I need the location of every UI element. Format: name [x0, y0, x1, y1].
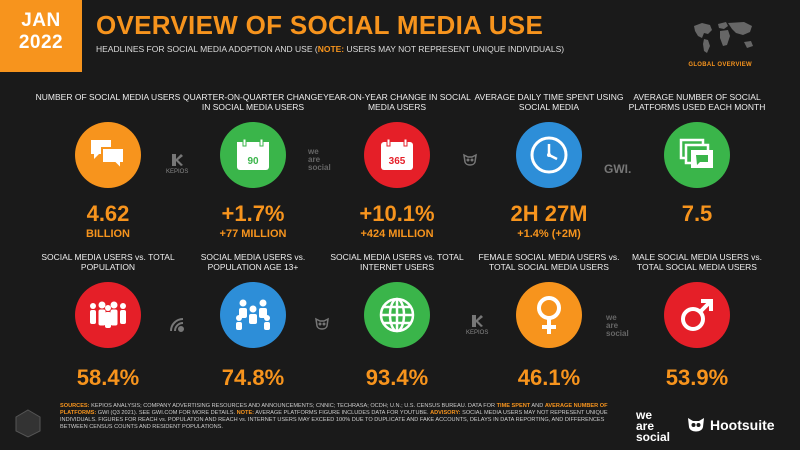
- stat-vs-total-population: SOCIAL MEDIA USERS vs. TOTAL POPULATION …: [33, 252, 183, 390]
- clock-icon: [516, 122, 582, 188]
- hootsuite-logo: Hootsuite: [686, 415, 775, 435]
- page-title: OVERVIEW OF SOCIAL MEDIA USE: [96, 10, 544, 40]
- month-label: JAN: [21, 10, 61, 31]
- kepios-logo: KEPIOS: [466, 314, 488, 336]
- world-map-icon: [694, 22, 753, 53]
- hootsuite-owl-icon: [688, 418, 704, 432]
- svg-text:365: 365: [389, 156, 406, 167]
- stat-label: YEAR-ON-YEAR CHANGE IN SOCIAL MEDIA USER…: [323, 92, 471, 112]
- stat-social-media-users: NUMBER OF SOCIAL MEDIA USERS 4.62 BILLIO…: [33, 92, 183, 240]
- stat-sub: BILLION: [86, 228, 130, 240]
- globe-icon: [364, 282, 430, 348]
- stat-value: 2H 27M: [510, 201, 588, 226]
- kepios-logo: KEPIOS: [166, 153, 188, 175]
- date-badge: JAN 2022: [0, 0, 82, 72]
- female-icon: [516, 282, 582, 348]
- signal-icon: [170, 318, 184, 332]
- calendar-icon: 90: [220, 122, 286, 188]
- stat-label: FEMALE SOCIAL MEDIA USERS vs. TOTAL SOCI…: [478, 252, 620, 272]
- stat-sub: +77 MILLION: [219, 228, 287, 240]
- stat-label: SOCIAL MEDIA USERS vs. TOTAL INTERNET US…: [330, 252, 464, 272]
- stat-qoq-change: QUARTER-ON-QUARTER CHANGE IN SOCIAL MEDI…: [178, 92, 328, 240]
- stat-sub: +424 MILLION: [360, 228, 434, 240]
- chat-bubbles-icon: [75, 122, 141, 188]
- stat-value: 46.1%: [517, 365, 581, 390]
- stat-male-users: MALE SOCIAL MEDIA USERS vs. TOTAL SOCIAL…: [622, 252, 772, 390]
- svg-text:90: 90: [247, 156, 259, 167]
- stat-value: 7.5: [681, 201, 713, 226]
- we-are-social-logo: we are social: [636, 408, 671, 444]
- hootsuite-owl-icon: [315, 317, 329, 330]
- stat-daily-time: AVERAGE DAILY TIME SPENT USING SOCIAL ME…: [474, 92, 624, 240]
- stat-value: 53.9%: [665, 365, 729, 390]
- stat-vs-internet-users: SOCIAL MEDIA USERS vs. TOTAL INTERNET US…: [322, 252, 472, 390]
- we-are-social-mark: we are social: [308, 147, 331, 172]
- gwi-logo: GWI.: [604, 162, 632, 176]
- stat-label: AVERAGE NUMBER OF SOCIAL PLATFORMS USED …: [628, 92, 766, 112]
- stat-sub: +1.4% (+2M): [517, 228, 581, 240]
- stat-value: +10.1%: [359, 201, 435, 226]
- male-icon: [664, 282, 730, 348]
- stat-label: SOCIAL MEDIA USERS vs. TOTAL POPULATION: [41, 252, 175, 272]
- stat-label: SOCIAL MEDIA USERS vs. POPULATION AGE 13…: [200, 252, 306, 272]
- stat-label: QUARTER-ON-QUARTER CHANGE IN SOCIAL MEDI…: [183, 92, 323, 112]
- stat-female-users: FEMALE SOCIAL MEDIA USERS vs. TOTAL SOCI…: [474, 252, 624, 390]
- year-label: 2022: [18, 32, 64, 53]
- footer-sources: SOURCES: KEPIOS ANALYSIS; COMPANY ADVERT…: [60, 403, 608, 430]
- hootsuite-owl-icon: [463, 153, 477, 166]
- stat-vs-population-13: SOCIAL MEDIA USERS vs. POPULATION AGE 13…: [178, 252, 328, 390]
- stat-value: 4.62: [86, 201, 130, 226]
- stat-avg-platforms: AVERAGE NUMBER OF SOCIAL PLATFORMS USED …: [622, 92, 772, 226]
- stat-value: 93.4%: [365, 365, 429, 390]
- stat-label: AVERAGE DAILY TIME SPENT USING SOCIAL ME…: [474, 92, 624, 112]
- stat-value: 74.8%: [221, 365, 285, 390]
- stat-value: +1.7%: [221, 201, 285, 226]
- calendar-icon: 365: [364, 122, 430, 188]
- stat-label: NUMBER OF SOCIAL MEDIA USERS: [35, 92, 181, 102]
- stat-value: 58.4%: [76, 365, 140, 390]
- people-group-icon: [220, 282, 286, 348]
- stacked-windows-icon: [664, 122, 730, 188]
- crowd-icon: [75, 282, 141, 348]
- page-badge-icon: [15, 409, 41, 438]
- page-subtitle: HEADLINES FOR SOCIAL MEDIA ADOPTION AND …: [96, 44, 565, 54]
- we-are-social-mark: we are social: [606, 313, 629, 338]
- stat-label: MALE SOCIAL MEDIA USERS vs. TOTAL SOCIAL…: [631, 252, 763, 272]
- stat-yoy-change: YEAR-ON-YEAR CHANGE IN SOCIAL MEDIA USER…: [322, 92, 472, 240]
- map-label: GLOBAL OVERVIEW: [688, 62, 752, 68]
